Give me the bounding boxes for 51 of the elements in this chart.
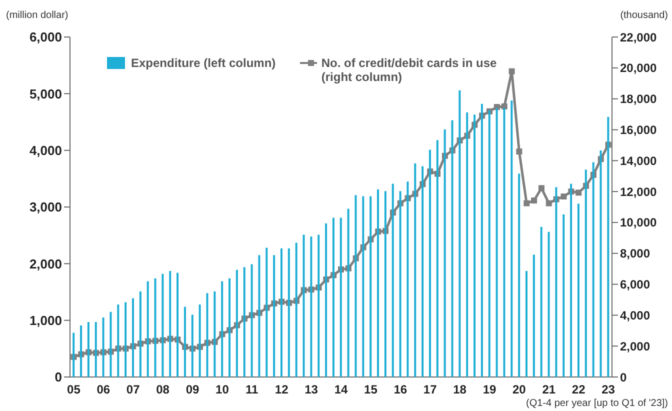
y2-tick-label: 6,000	[620, 278, 650, 292]
x-tick-label: 19	[482, 382, 496, 397]
bar	[562, 214, 565, 377]
bar	[577, 204, 580, 377]
x-tick-label: 13	[304, 382, 318, 397]
y2-tick-label: 16,000	[620, 122, 658, 137]
y2-tick-label: 20,000	[620, 61, 658, 76]
y-axis-title: (million dollar)	[6, 10, 68, 21]
bar	[548, 232, 550, 377]
legend-label: Expenditure (left column)	[131, 56, 276, 70]
x-tick-label: 05	[67, 382, 81, 397]
y2-tick-label: 2,000	[620, 339, 650, 354]
x-tick-label: 22	[572, 382, 586, 397]
x-tick-label: 16	[394, 382, 408, 397]
y2-tick-label: 12,000	[620, 184, 658, 199]
y2-axis-title: (thousand)	[620, 10, 668, 21]
y2-tick-label: 4,000	[620, 308, 650, 322]
x-tick-label: 09	[186, 382, 200, 397]
bar	[526, 271, 528, 377]
x-tick-label: 21	[542, 382, 556, 397]
bar	[518, 174, 520, 377]
y2-tick-label: 8,000	[620, 246, 650, 261]
x-tick-label: 15	[364, 382, 378, 397]
y-tick-label: 0	[54, 370, 62, 385]
y-tick-label: 2,000	[29, 256, 62, 272]
x-tick-label: 17	[423, 382, 438, 397]
x-tick-label: 12	[274, 382, 289, 397]
y2-tick-label: 22,000	[620, 30, 658, 44]
bar	[540, 226, 542, 377]
x-tick-label: 11	[246, 382, 259, 397]
bar	[532, 254, 535, 377]
y-tick-label: 1,000	[29, 312, 62, 328]
y-tick-label: 4,000	[29, 142, 62, 158]
x-tick-label: 14	[334, 382, 348, 397]
text: (Q1-4 per year [up to Q1 of '23])	[526, 398, 668, 409]
x-tick-label: 10	[216, 382, 230, 397]
y2-tick-label: 18,000	[620, 92, 658, 106]
x-tick-label: 23	[602, 382, 616, 397]
legend-label: No. of credit/debit cards in use (right column)	[321, 56, 498, 84]
y2-tick-label: 10,000	[620, 216, 658, 230]
y2-tick-label: 14,000	[620, 154, 658, 168]
bar	[510, 100, 513, 377]
x-tick-label: 06	[96, 382, 110, 397]
x-tick-label: 18	[453, 382, 467, 397]
x-tick-label: 20	[512, 382, 526, 397]
x-tick-label: 08	[156, 382, 170, 397]
y2-tick-label: 0	[620, 370, 627, 384]
y-tick-label: 3,000	[29, 200, 62, 215]
y-tick-label: 5,000	[29, 86, 62, 102]
x-tick-label: 07	[126, 382, 140, 397]
y-tick-label: 6,000	[29, 30, 62, 45]
